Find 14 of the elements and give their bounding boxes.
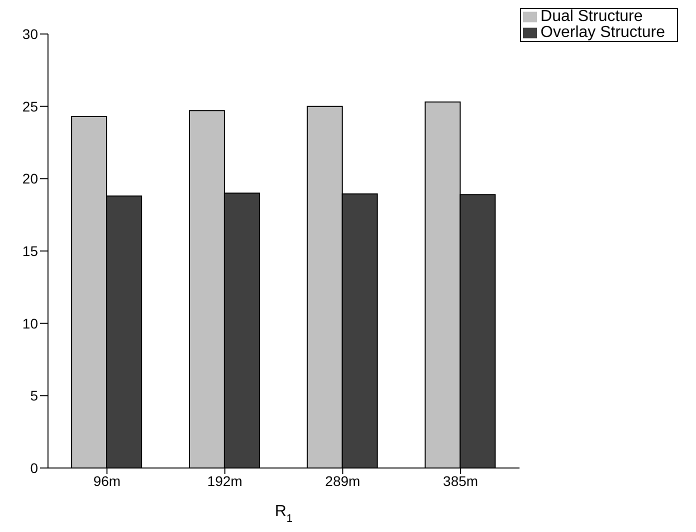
y-tick-label: 20 [22, 170, 38, 187]
x-axis-title: R$_{1}$ [274, 503, 293, 525]
x-tick-label: 96m [93, 472, 121, 489]
legend-label: Overlay Structure [540, 24, 665, 41]
y-tick-label: 25 [22, 98, 38, 114]
y-tick-label: 10 [22, 315, 38, 332]
y-tick-label: 30 [22, 26, 38, 42]
x-tick-label: 289m [325, 472, 360, 489]
x-tick-label: 192m [207, 472, 242, 489]
y-tick-label: 5 [30, 388, 38, 404]
x-tick-label: 385m [443, 472, 478, 489]
legend-label: Dual Structure [540, 8, 643, 25]
y-tick-label: 15 [22, 242, 38, 259]
y-tick-label: 0 [30, 460, 38, 476]
